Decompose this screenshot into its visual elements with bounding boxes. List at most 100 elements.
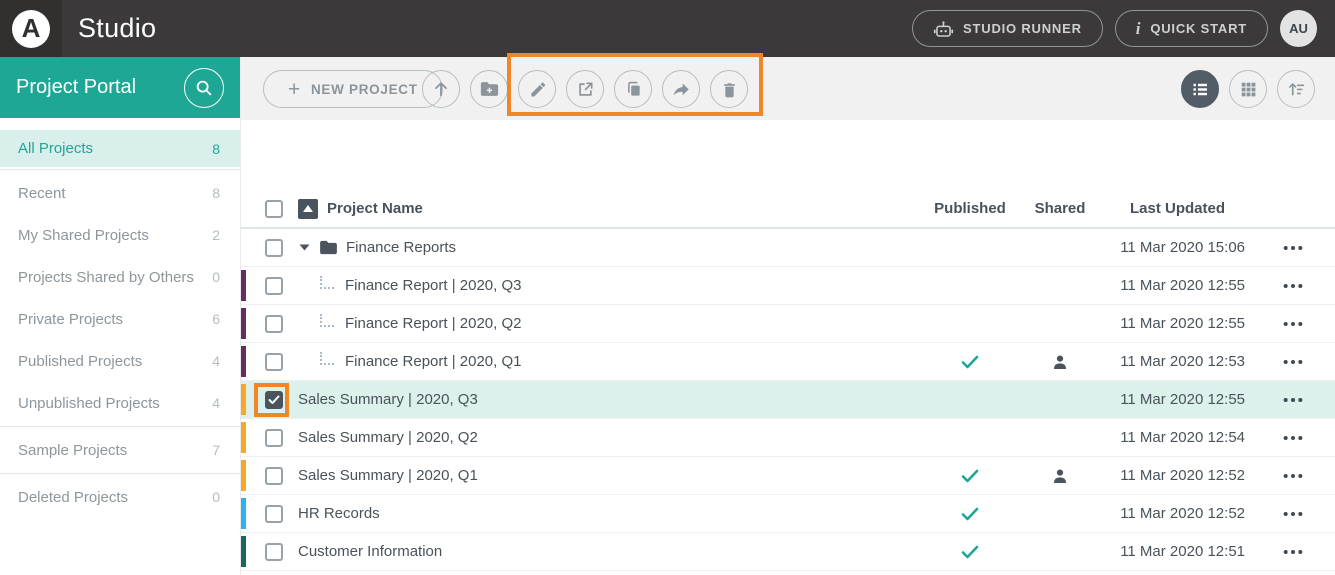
- accent-bar: [241, 498, 246, 529]
- row-menu-button[interactable]: [1250, 549, 1335, 555]
- sidebar-item-unpublished-projects[interactable]: Unpublished Projects 4: [18, 394, 220, 412]
- row-menu-button[interactable]: [1250, 359, 1335, 365]
- app-title: Studio: [78, 13, 157, 43]
- new-folder-button[interactable]: [470, 70, 508, 108]
- row-checkbox[interactable]: [265, 314, 283, 333]
- row-name: Sales Summary | 2020, Q3: [298, 391, 478, 408]
- edit-icon: [530, 82, 545, 96]
- sidebar-header: Project Portal: [0, 57, 240, 118]
- caret-down-icon[interactable]: [299, 244, 310, 251]
- row-menu-button[interactable]: [1250, 473, 1335, 479]
- user-avatar[interactable]: AU: [1280, 10, 1317, 47]
- item-count: 8: [212, 185, 220, 201]
- column-header-published[interactable]: Published: [934, 200, 1006, 217]
- search-button[interactable]: [184, 67, 224, 108]
- info-icon: i: [1135, 18, 1142, 38]
- table-row-finance-q3[interactable]: Finance Report | 2020, Q3 11 Mar 2020 12…: [241, 267, 1335, 305]
- sidebar-item-deleted-projects[interactable]: Deleted Projects 0: [18, 488, 220, 506]
- row-checkbox-checked[interactable]: [265, 390, 283, 409]
- quick-start-button[interactable]: i QUICK START: [1114, 10, 1268, 47]
- row-menu-button[interactable]: [1250, 283, 1335, 289]
- row-last-updated: 11 Mar 2020 12:52: [1120, 467, 1245, 484]
- sidebar-item-projects-shared-by-others[interactable]: Projects Shared by Others 0: [18, 268, 220, 286]
- tree-connector-icon: [320, 313, 334, 327]
- sort-button[interactable]: [1277, 70, 1315, 108]
- grid-view-button[interactable]: [1229, 70, 1267, 108]
- table-header: Project Name Published Shared Last Updat…: [241, 190, 1335, 229]
- ellipsis-icon: [1283, 359, 1302, 364]
- row-checkbox[interactable]: [265, 504, 283, 523]
- table-row-finance-q2[interactable]: Finance Report | 2020, Q2 11 Mar 2020 12…: [241, 305, 1335, 343]
- sidebar-item-my-shared-projects[interactable]: My Shared Projects 2: [18, 226, 220, 244]
- portal-title: Project Portal: [16, 76, 137, 98]
- row-name: Sales Summary | 2020, Q2: [298, 429, 478, 446]
- new-folder-icon: [480, 82, 498, 96]
- list-view-button[interactable]: [1181, 70, 1219, 108]
- studio-runner-button[interactable]: STUDIO RUNNER: [912, 10, 1103, 47]
- row-menu-button[interactable]: [1250, 245, 1335, 251]
- edit-button[interactable]: [518, 70, 556, 108]
- row-menu-button[interactable]: [1250, 435, 1335, 441]
- row-checkbox[interactable]: [265, 428, 283, 447]
- robot-icon: [933, 20, 954, 37]
- table-row-finance-reports[interactable]: Finance Reports 11 Mar 2020 15:06: [241, 229, 1335, 267]
- ellipsis-icon: [1283, 397, 1302, 402]
- accent-bar: [241, 270, 246, 301]
- item-count: 6: [212, 311, 220, 327]
- item-count: 2: [212, 227, 220, 243]
- delete-button[interactable]: [710, 70, 748, 108]
- published-check-icon: [961, 507, 979, 520]
- accent-bar: [241, 384, 246, 415]
- select-all-checkbox[interactable]: [265, 199, 283, 218]
- item-count: 0: [212, 269, 220, 285]
- row-checkbox[interactable]: [265, 466, 283, 485]
- upload-button[interactable]: [422, 70, 460, 108]
- divider: [0, 169, 240, 170]
- table-row-finance-q1[interactable]: Finance Report | 2020, Q1 11 Mar 2020 12…: [241, 343, 1335, 381]
- row-checkbox[interactable]: [265, 276, 283, 295]
- row-menu-button[interactable]: [1250, 321, 1335, 327]
- column-header-name[interactable]: Project Name: [327, 200, 423, 217]
- item-count: 4: [212, 395, 220, 411]
- divider: [0, 473, 240, 474]
- sort-ascending-icon[interactable]: [298, 198, 318, 219]
- ellipsis-icon: [1283, 321, 1302, 326]
- share-button[interactable]: [662, 70, 700, 108]
- shared-person-icon: [1054, 355, 1066, 369]
- row-name: HR Records: [298, 505, 380, 522]
- ellipsis-icon: [1283, 245, 1302, 250]
- row-checkbox[interactable]: [265, 238, 283, 257]
- sidebar-item-private-projects[interactable]: Private Projects 6: [18, 310, 220, 328]
- table-row-sales-q2[interactable]: Sales Summary | 2020, Q2 11 Mar 2020 12:…: [241, 419, 1335, 457]
- open-in-new-button[interactable]: [566, 70, 604, 108]
- row-name: Sales Summary | 2020, Q1: [298, 467, 478, 484]
- altair-logo-icon: A: [12, 9, 50, 48]
- sidebar-item-sample-projects[interactable]: Sample Projects 7: [18, 441, 220, 459]
- published-check-icon: [961, 469, 979, 482]
- row-menu-button[interactable]: [1250, 511, 1335, 517]
- table-row-sales-q3[interactable]: Sales Summary | 2020, Q3 11 Mar 2020 12:…: [241, 381, 1335, 419]
- column-header-last-updated[interactable]: Last Updated: [1129, 200, 1225, 217]
- copy-button[interactable]: [614, 70, 652, 108]
- row-checkbox[interactable]: [265, 542, 283, 561]
- sidebar-item-recent[interactable]: Recent 8: [18, 184, 220, 202]
- upload-icon: [435, 82, 447, 97]
- main-content: + NEW PROJECT: [241, 53, 1335, 575]
- row-menu-button[interactable]: [1250, 397, 1335, 403]
- row-last-updated: 11 Mar 2020 12:55: [1120, 391, 1245, 408]
- item-count: 4: [212, 353, 220, 369]
- table-row-hr-records[interactable]: HR Records 11 Mar 2020 12:52: [241, 495, 1335, 533]
- table-row-customer-information[interactable]: Customer Information 11 Mar 2020 12:51: [241, 533, 1335, 571]
- row-name: Finance Report | 2020, Q3: [345, 277, 522, 294]
- sidebar-item-published-projects[interactable]: Published Projects 4: [18, 352, 220, 370]
- app-logo[interactable]: A: [0, 0, 62, 57]
- divider: [0, 426, 240, 427]
- sidebar-item-all-projects[interactable]: All Projects 8: [0, 130, 240, 167]
- table-row-sales-q1[interactable]: Sales Summary | 2020, Q1 11 Mar 2020 12:…: [241, 457, 1335, 495]
- copy-icon: [627, 81, 640, 96]
- column-header-shared[interactable]: Shared: [1034, 200, 1086, 217]
- quick-start-label: QUICK START: [1150, 21, 1247, 36]
- row-checkbox[interactable]: [265, 352, 283, 371]
- new-project-button[interactable]: + NEW PROJECT: [263, 70, 443, 108]
